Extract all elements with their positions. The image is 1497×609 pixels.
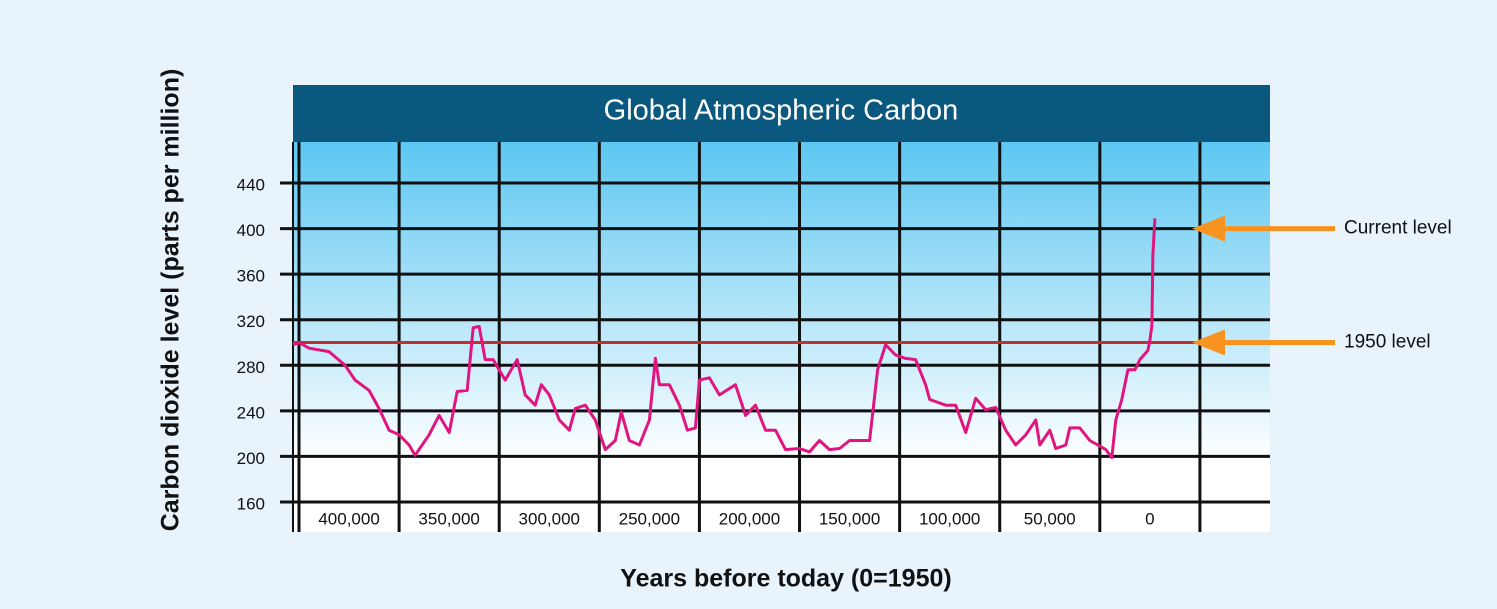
x-tick-label: 100,000 [919,509,980,528]
y-tick-label: 240 [237,403,265,422]
x-tick-label: 300,000 [519,509,580,528]
y-tick-label: 280 [237,358,265,377]
title-bar [293,85,1270,142]
x-tick-label: 0 [1145,509,1154,528]
y-tick-label: 160 [237,494,265,513]
y-tick-label: 200 [237,449,265,468]
chart-title: Global Atmospheric Carbon [604,95,959,127]
annotation-text: Current level [1344,218,1452,239]
x-tick-label: 150,000 [819,509,880,528]
x-tick-label: 250,000 [619,509,680,528]
plot-gradient [293,142,1270,460]
y-tick-label: 400 [237,221,265,240]
x-tick-label: 400,000 [318,509,379,528]
y-tick-label: 440 [237,175,265,194]
data-line [292,218,1157,460]
annotation-text: 1950 level [1344,332,1431,353]
y-tick-label: 360 [237,267,265,286]
x-tick-label: 50,000 [1024,509,1076,528]
y-tick-label: 320 [237,312,265,331]
x-tick-label: 200,000 [719,509,780,528]
y-axis-label: Carbon dioxide level (parts per million) [157,69,185,532]
plot-base [293,460,1270,532]
annotation-arrow-head [1192,329,1225,356]
x-tick-label: 350,000 [418,509,479,528]
annotation-arrow-head [1192,215,1225,242]
x-axis-label: Years before today (0=1950) [620,565,951,593]
